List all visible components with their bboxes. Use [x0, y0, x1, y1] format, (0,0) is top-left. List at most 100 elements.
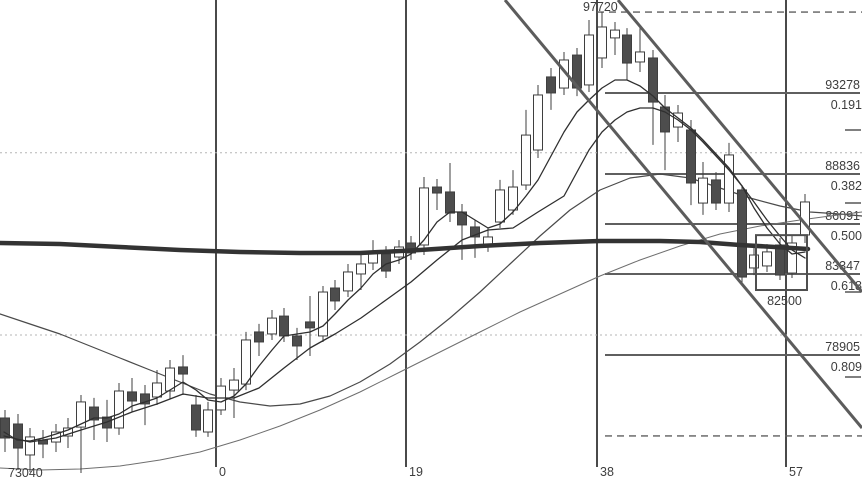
candle-body-bull — [597, 26, 607, 59]
candle — [305, 296, 315, 356]
fib-price-label: 88836 — [825, 159, 860, 173]
candle-body-bull — [521, 134, 531, 186]
candle — [648, 49, 658, 145]
x-axis-label: 19 — [409, 465, 423, 479]
candle — [203, 401, 213, 437]
candle-body-bull — [508, 186, 518, 211]
candle-body-bear — [445, 191, 455, 214]
fib-price-label: 93278 — [825, 78, 860, 92]
candle — [229, 368, 239, 418]
candles-group — [0, 12, 810, 474]
fib-ratio-label: 0.191 — [831, 98, 862, 112]
candle — [292, 327, 302, 361]
zone-box-price-label: 82500 — [767, 294, 802, 308]
candle — [495, 179, 505, 229]
candle — [660, 94, 670, 171]
slow-moving-averages — [0, 173, 862, 471]
candle — [152, 370, 162, 406]
candle-body-bull — [610, 29, 620, 39]
candle — [76, 395, 86, 474]
candle — [318, 286, 328, 342]
candle — [610, 22, 620, 56]
candle — [13, 413, 23, 470]
candle-body-bull — [762, 251, 772, 267]
candle-body-bull — [241, 339, 251, 385]
candle — [546, 67, 556, 110]
candle — [368, 240, 378, 270]
candle-body-bull — [419, 187, 429, 246]
candle — [508, 170, 518, 215]
candle — [597, 12, 607, 68]
swing-high-price-label: 97720 — [583, 0, 618, 14]
candle — [698, 162, 708, 215]
ma-thick-200 — [0, 238, 811, 256]
candle — [114, 382, 124, 435]
candle-body-bear — [0, 417, 10, 439]
candle-body-bear — [191, 404, 201, 431]
candle-body-bear — [330, 287, 340, 302]
ma-medium — [0, 173, 862, 407]
candle-body-bear — [305, 321, 315, 329]
candle-body-bear — [292, 335, 302, 347]
candle — [38, 430, 48, 459]
candle — [330, 279, 340, 311]
candle-body-bear — [775, 244, 785, 276]
fib-price-label: 83347 — [825, 259, 860, 273]
candle-body-bear — [89, 406, 99, 421]
zone-box-group: 82500 — [755, 234, 808, 308]
axis-labels: 0 19 38 57 73040 97720 — [8, 0, 803, 480]
candle-body-bull — [724, 154, 734, 204]
candle-body-bull — [787, 242, 797, 274]
candle — [165, 360, 175, 400]
candle — [267, 310, 277, 340]
candle-body-bull — [25, 436, 35, 456]
candle — [470, 220, 480, 258]
candle-body-bull — [495, 189, 505, 223]
candle-body-bear — [622, 34, 632, 64]
fib-ratio-label: 0.382 — [831, 179, 862, 193]
candle-body-bear — [737, 189, 747, 278]
channel-trendline — [503, 0, 862, 429]
candle-body-bear — [127, 391, 137, 402]
candle — [533, 84, 543, 159]
candle-body-bear — [648, 57, 658, 103]
candle — [622, 28, 632, 81]
candle-body-bull — [229, 379, 239, 391]
candle-body-bear — [546, 76, 556, 94]
candle — [521, 109, 531, 190]
right-edge-ticks — [845, 129, 861, 378]
ma-fast-1 — [3, 79, 806, 442]
candle — [724, 142, 734, 212]
candle — [635, 28, 645, 73]
candle-body-bear — [660, 106, 670, 133]
candle-body-bull — [267, 317, 277, 335]
candle — [343, 263, 353, 297]
candle-body-bull — [584, 34, 594, 86]
candle-body-bull — [165, 367, 175, 392]
x-axis-label: 57 — [789, 465, 803, 479]
candle-body-bull — [203, 409, 213, 433]
candle — [25, 427, 35, 472]
candle — [775, 238, 785, 280]
candle — [254, 323, 264, 356]
thick-moving-average — [0, 238, 811, 256]
candle-body-bull — [152, 382, 162, 398]
candle — [216, 378, 226, 416]
candle-body-bull — [76, 401, 86, 428]
candle — [711, 172, 721, 210]
candle-body-bear — [432, 186, 442, 194]
candle-body-bear — [279, 315, 289, 337]
round-number-levels — [0, 152, 862, 336]
candle-body-bear — [140, 393, 150, 405]
candle — [89, 397, 99, 441]
price-zone-box[interactable] — [755, 234, 808, 292]
candle-body-bear — [686, 129, 696, 184]
candle — [406, 236, 416, 260]
candle-body-bull — [698, 177, 708, 204]
candle-body-bull — [635, 51, 645, 63]
candle-body-bull — [318, 291, 328, 337]
fib-price-label: 78905 — [825, 340, 860, 354]
candle — [140, 384, 150, 426]
